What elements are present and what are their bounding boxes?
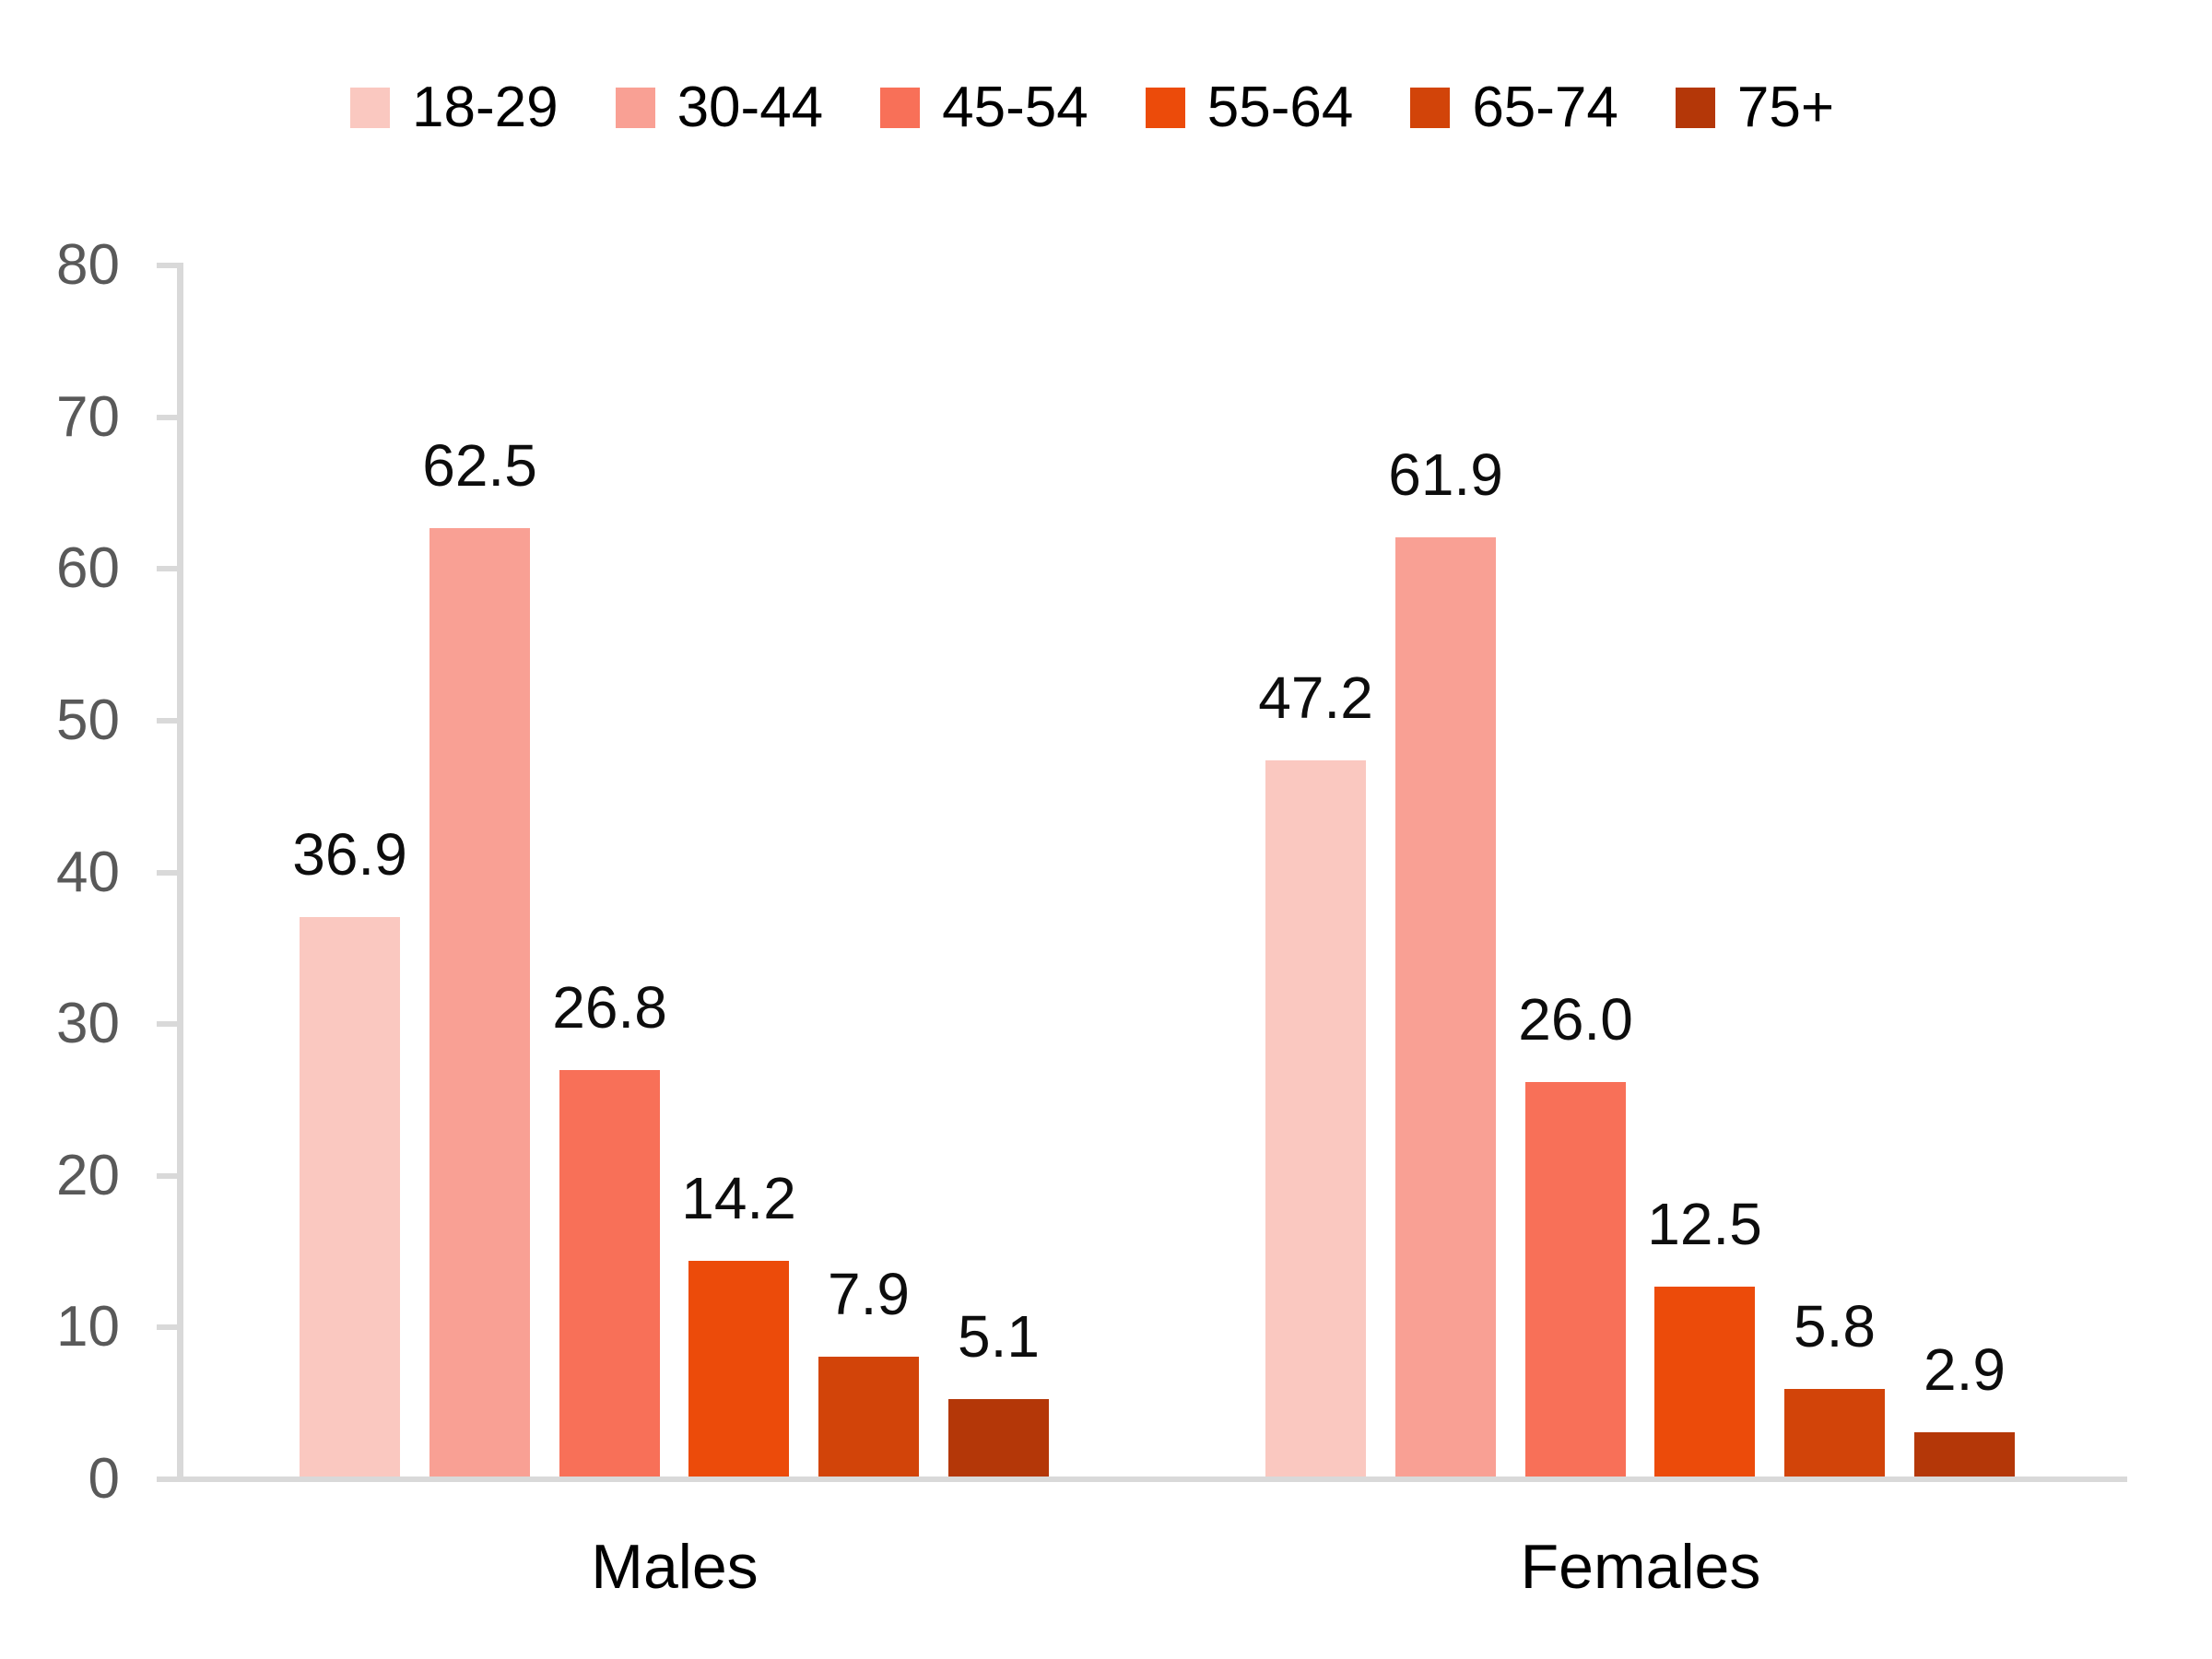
legend-label: 45-54 <box>942 76 1088 139</box>
legend-item: 75+ <box>1675 76 1835 139</box>
bar <box>1914 1432 2015 1477</box>
legend-swatch <box>880 88 921 128</box>
y-axis-line <box>177 263 183 1482</box>
legend-swatch <box>1410 88 1451 128</box>
legend-label: 75+ <box>1736 76 1835 139</box>
legend-item: 45-54 <box>880 76 1088 139</box>
bar <box>300 917 400 1477</box>
legend-item: 65-74 <box>1410 76 1618 139</box>
bar <box>1654 1287 1755 1477</box>
bar-value-label: 7.9 <box>828 1261 910 1327</box>
legend-label: 55-64 <box>1206 76 1354 139</box>
bar-value-label: 61.9 <box>1388 441 1503 508</box>
y-axis-tick-label: 40 <box>56 840 120 904</box>
y-axis-tick <box>157 1021 177 1028</box>
y-axis-tick <box>157 718 177 724</box>
y-axis-tick-label: 70 <box>56 384 120 449</box>
y-axis-tick <box>157 566 177 572</box>
bar-value-label: 12.5 <box>1647 1191 1762 1257</box>
legend-item: 18-29 <box>350 76 559 139</box>
bar-value-label: 2.9 <box>1924 1336 2006 1403</box>
bar <box>948 1399 1049 1477</box>
x-axis-line <box>177 1477 2127 1482</box>
bar <box>429 528 530 1477</box>
bar-value-label: 62.5 <box>422 432 537 499</box>
y-axis-tick <box>157 414 177 420</box>
bar <box>1525 1082 1626 1477</box>
bar <box>1395 537 1496 1477</box>
bar-value-label: 47.2 <box>1258 665 1373 731</box>
bar-value-label: 36.9 <box>292 821 407 888</box>
bar-value-label: 5.1 <box>958 1303 1040 1370</box>
y-axis-tick-label: 10 <box>56 1295 120 1359</box>
legend-item: 55-64 <box>1145 76 1354 139</box>
category-label-females: Females <box>1520 1532 1761 1602</box>
legend-item: 30-44 <box>615 76 824 139</box>
y-axis-tick-label: 30 <box>56 992 120 1056</box>
bar <box>688 1261 789 1477</box>
y-axis-tick <box>157 869 177 876</box>
legend-label: 30-44 <box>677 76 824 139</box>
y-axis-tick-label: 0 <box>88 1447 120 1511</box>
legend-swatch <box>350 88 390 128</box>
bar-value-label: 5.8 <box>1794 1293 1876 1359</box>
y-axis-tick-label: 50 <box>56 688 120 752</box>
legend-label: 18-29 <box>412 76 559 139</box>
y-axis-tick-label: 20 <box>56 1143 120 1207</box>
bar-value-label: 26.8 <box>552 974 667 1041</box>
bar-value-label: 14.2 <box>681 1165 796 1231</box>
y-axis-tick <box>157 1324 177 1331</box>
legend-swatch <box>615 88 655 128</box>
y-axis-tick-label: 60 <box>56 536 120 601</box>
bar <box>1784 1389 1885 1477</box>
bar-value-label: 26.0 <box>1518 986 1633 1053</box>
y-axis-tick <box>157 1172 177 1179</box>
category-label-males: Males <box>591 1532 759 1602</box>
legend-label: 65-74 <box>1472 76 1618 139</box>
bar <box>559 1070 660 1477</box>
legend-swatch <box>1675 88 1715 128</box>
y-axis-tick-label: 80 <box>56 233 120 298</box>
legend: 18-29 30-44 45-54 55-64 65-74 75+ <box>350 76 1835 139</box>
legend-swatch <box>1145 88 1185 128</box>
y-axis-tick <box>157 263 177 269</box>
y-axis-tick <box>157 1477 177 1482</box>
bar <box>818 1357 919 1477</box>
bar <box>1265 760 1366 1477</box>
